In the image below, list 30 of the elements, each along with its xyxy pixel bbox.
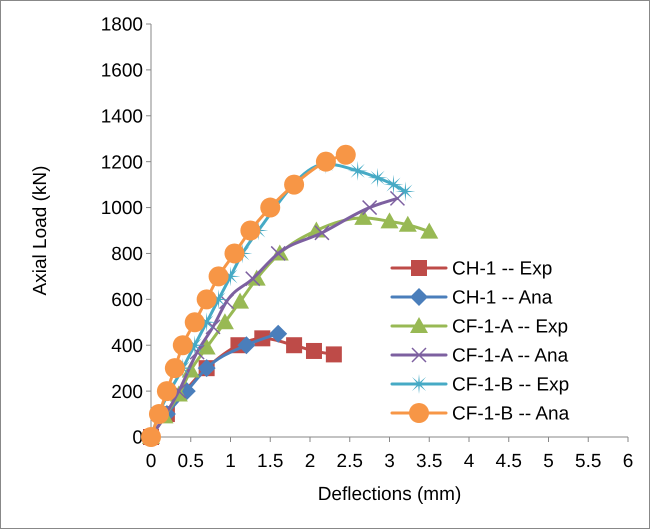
x-tick-label: 4.5 [496, 451, 522, 472]
x-tick-label: 0.5 [178, 451, 204, 472]
legend-label: CF-1-A -- Ana [452, 346, 569, 367]
y-tick-label: 800 [111, 244, 143, 266]
x-tick-label: 3.5 [416, 451, 442, 472]
legend-label: CF-1-B -- Exp [452, 374, 570, 396]
y-tick-label: 1400 [100, 106, 143, 128]
x-tick-label: 4 [464, 451, 475, 472]
legend-label: CF-1-A -- Exp [452, 316, 568, 338]
x-axis-title: Deflections (mm) [318, 484, 462, 505]
y-tick-label: 1200 [100, 152, 143, 174]
x-tick-label: 5 [543, 451, 554, 472]
y-tick-label: 1600 [100, 60, 143, 82]
x-tick-label: 2 [304, 451, 316, 472]
x-tick-label: 3 [384, 451, 395, 472]
x-tick-label: 2.5 [336, 451, 363, 472]
y-tick-label: 200 [111, 382, 143, 403]
y-axis-title: Axial Load (kN) [30, 166, 51, 296]
legend-label: CH-1 -- Exp [452, 258, 552, 280]
x-tick-label: 0 [146, 451, 156, 472]
y-tick-label: 600 [111, 290, 143, 311]
legend-label: CH-1 -- Ana [452, 288, 553, 309]
y-tick-label: 400 [111, 336, 143, 357]
x-tick-label: 6 [622, 451, 634, 472]
x-tick-label: 1.5 [257, 451, 284, 472]
legend-label: CF-1-B -- Ana [452, 404, 570, 425]
y-tick-label: 1000 [100, 198, 143, 220]
x-tick-label: 5.5 [575, 451, 602, 472]
y-tick-label: 1800 [100, 14, 143, 36]
x-tick-label: 1 [225, 451, 236, 472]
